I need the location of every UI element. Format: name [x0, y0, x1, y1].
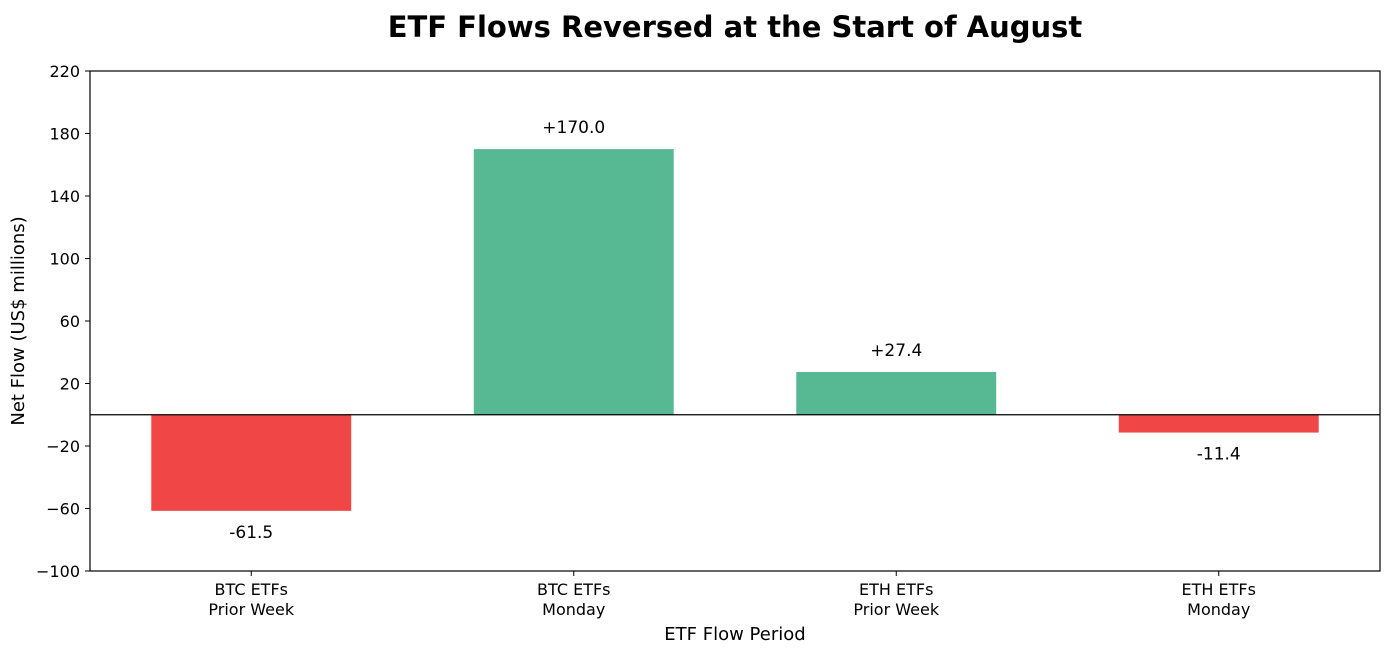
- y-tick-label-5: 60: [60, 312, 80, 331]
- y-axis: −100 −60 −20 20 60 100 140 180 220: [36, 62, 90, 581]
- bar-1: [151, 414, 352, 511]
- x-axis: BTC ETFs Prior Week BTC ETFs Monday ETH ETFs…: [208, 571, 1256, 619]
- bar-2: [473, 149, 674, 415]
- y-tick-label-7: 140: [49, 187, 80, 206]
- x-axis-label: ETF Flow Period: [664, 624, 805, 645]
- y-tick-label-6: 100: [49, 250, 80, 269]
- y-tick-label-8: 180: [49, 125, 80, 144]
- chart-title: ETF Flows Reversed at the Start of Augus…: [388, 10, 1083, 44]
- data-label-1: -61.5: [229, 523, 273, 543]
- data-label-4: -11.4: [1197, 445, 1241, 465]
- x-tick-label-1: BTC ETFs Prior Week: [208, 580, 294, 619]
- y-tick-label-4: 20: [60, 375, 80, 394]
- bars-layer: [151, 149, 1319, 511]
- y-axis-label: Net Flow (US$ millions): [8, 216, 29, 425]
- y-tick-label-3: −20: [46, 437, 80, 456]
- x-tick-label-3: ETH ETFs Prior Week: [853, 580, 939, 619]
- x-tick-label-2: BTC ETFs Monday: [537, 580, 611, 619]
- bar-4: [1118, 414, 1319, 433]
- y-tick-label-2: −60: [46, 500, 80, 519]
- data-label-3: +27.4: [870, 341, 922, 361]
- data-label-2: +170.0: [542, 118, 605, 138]
- x-tick-label-4: ETH ETFs Monday: [1182, 580, 1256, 619]
- data-labels-layer: -61.5 +170.0 +27.4 -11.4: [229, 118, 1241, 543]
- y-tick-label-1: −100: [36, 562, 80, 581]
- y-tick-label-9: 220: [49, 62, 80, 81]
- bar-3: [796, 371, 997, 415]
